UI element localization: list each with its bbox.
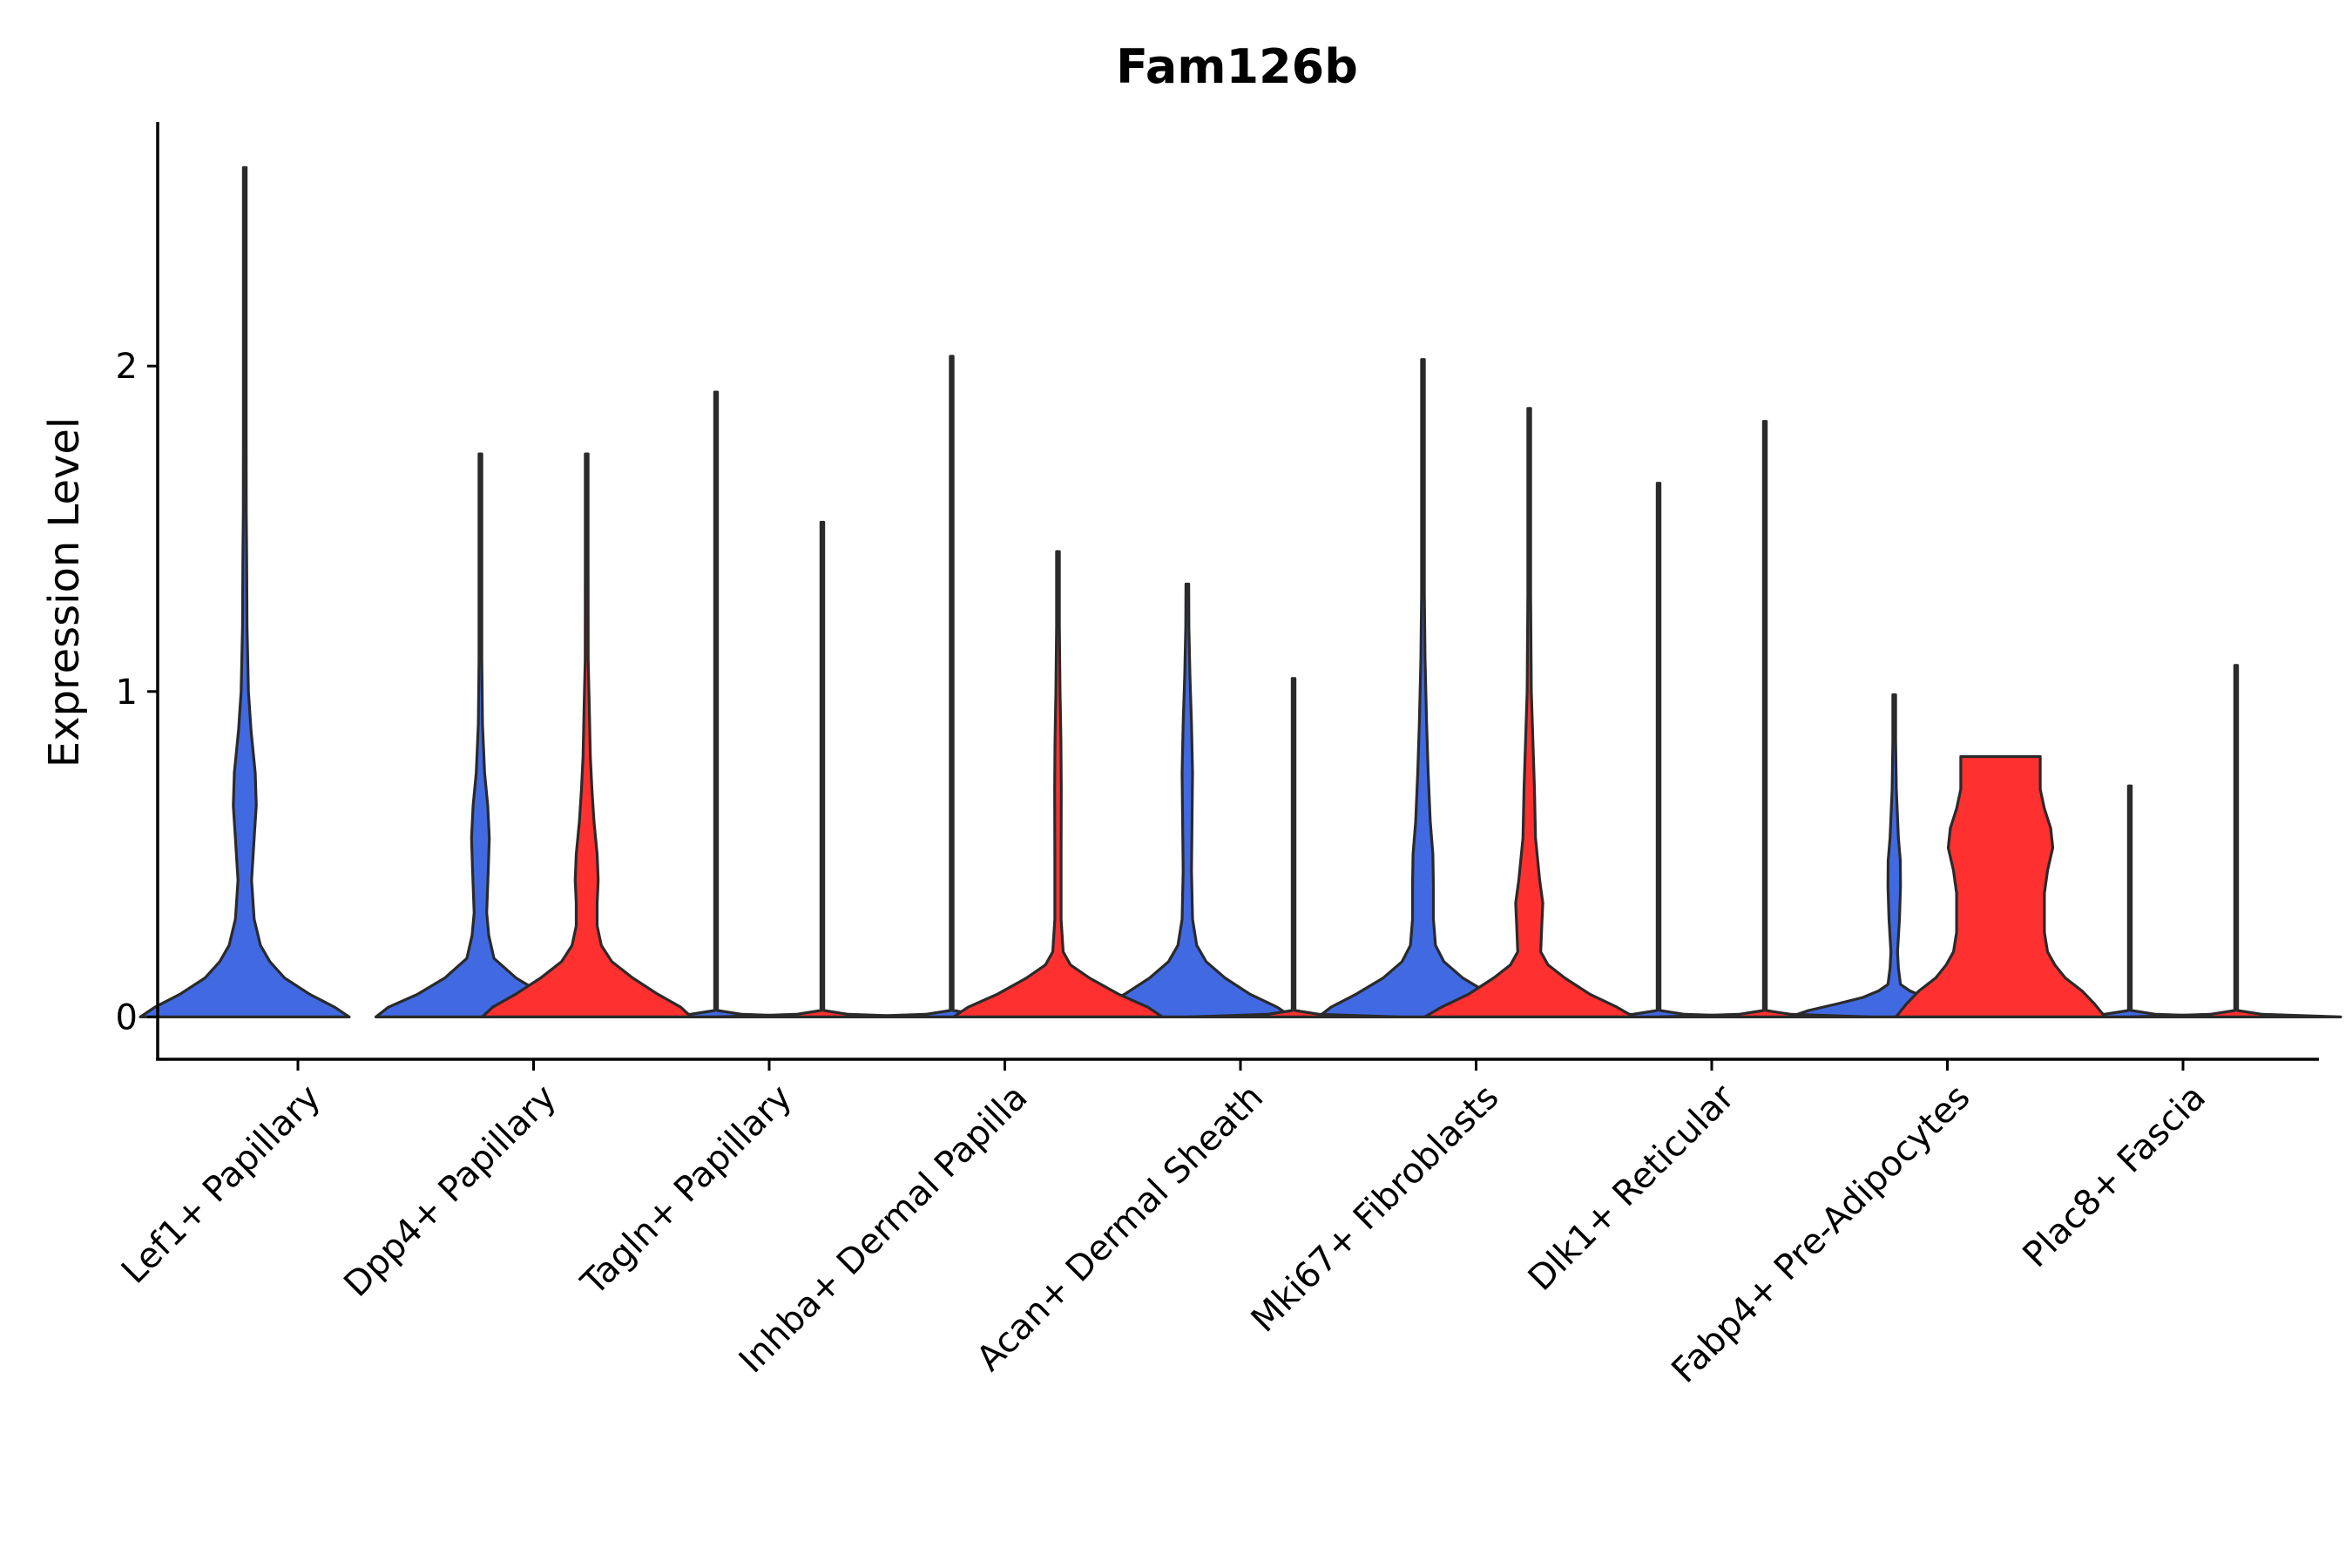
violin-group_a-dpp4-papillary xyxy=(374,452,587,1018)
violin-group_b-dpp4-papillary xyxy=(480,452,693,1018)
violin-group_a-dlk1-reticular xyxy=(1552,482,1765,1018)
x-tick-label-mki67-fibroblasts: Mki67+ Fibroblasts xyxy=(1244,1078,1507,1341)
violin-layer xyxy=(139,166,2342,1018)
violin-group_a-acan-dermal-sheath xyxy=(1081,582,1294,1018)
violin-group_a-tagln-papillary xyxy=(610,390,822,1018)
y-tick-label: 1 xyxy=(116,672,138,713)
violin-group_a-inhba-dermal-papilla xyxy=(845,355,1058,1018)
violin-group_b-plac8-fascia xyxy=(2130,664,2342,1018)
violin-group_b-dlk1-reticular xyxy=(1659,420,1871,1018)
violin-group_a-mki67-fibroblasts xyxy=(1316,358,1530,1018)
axes xyxy=(156,122,2319,1061)
x-tick-label-plac8-fascia: Plac8+ Fascia xyxy=(2016,1078,2214,1276)
violin-group_b-acan-dermal-sheath xyxy=(1187,677,1400,1018)
x-ticks: Lef1+ Papillary Dpp4+ Papillary Tagln+ Pap… xyxy=(114,1059,2213,1391)
chart-title: Fam126b xyxy=(1116,39,1358,94)
x-tick-label-dlk1-reticular: Dlk1+ Reticular xyxy=(1521,1077,1743,1299)
y-axis-label: Expression Level xyxy=(40,417,89,768)
y-ticks: 0 1 2 xyxy=(116,347,158,1037)
violin-group_b-mki67-fibroblasts xyxy=(1423,407,1636,1018)
x-tick-label-lef1-papillary: Lef1+ Papillary xyxy=(114,1078,328,1292)
y-tick-label: 2 xyxy=(116,347,138,387)
x-tick-label-tagln-papillary: Tagln+ Papillary xyxy=(573,1078,800,1304)
x-tick-label-dpp4-papillary: Dpp4+ Papillary xyxy=(336,1078,564,1305)
y-tick-label: 0 xyxy=(116,997,138,1037)
violin-group_b-tagln-papillary xyxy=(716,520,929,1018)
violin-group_b-fabp4-pre-adipocytes xyxy=(1894,754,2107,1018)
violin-group_a-lef1-papillary xyxy=(139,166,351,1018)
violin-group_a-fabp4-pre-adipocytes xyxy=(1788,693,2001,1018)
violin-group_b-inhba-dermal-papilla xyxy=(951,550,1165,1018)
